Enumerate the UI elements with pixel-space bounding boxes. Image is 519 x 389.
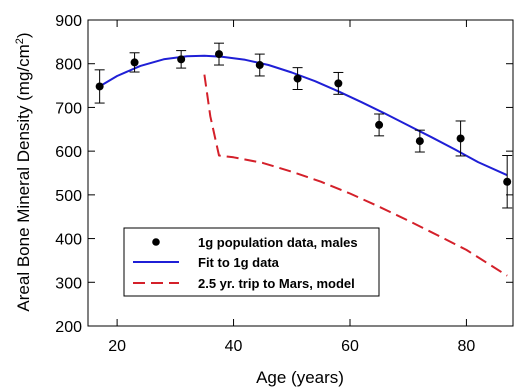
legend-label-mars: 2.5 yr. trip to Mars, model (198, 276, 355, 291)
axis-ticks (88, 19, 513, 327)
plot-frame (87, 19, 514, 327)
data-point (503, 177, 512, 186)
data-point (334, 79, 343, 88)
y-tick-label: 700 (55, 100, 82, 117)
fit-line (99, 54, 508, 177)
data-point (375, 120, 384, 129)
axis-tick-labels: 20 40 60 80 200 300 400 500 600 700 800 900 (55, 13, 475, 355)
y-axis-label-superscript: 2 (14, 38, 26, 44)
data-point (456, 134, 465, 143)
x-axis-label: Age (years) (256, 368, 344, 387)
plot-area (87, 19, 514, 327)
data-point (415, 137, 424, 146)
y-axis-label-close: ) (14, 32, 33, 38)
y-tick-label: 800 (55, 57, 82, 74)
y-tick-label: 600 (55, 144, 82, 161)
data-point (95, 82, 104, 91)
y-tick-label: 300 (55, 275, 82, 292)
series-layer (94, 42, 513, 277)
legend-label-fit: Fit to 1g data (198, 255, 280, 270)
y-axis-label-main: Areal Bone Mineral Density (mg/cm (14, 44, 33, 311)
legend: 1g population data, males Fit to 1g data… (123, 227, 380, 297)
x-tick-label: 40 (225, 338, 243, 355)
data-point (214, 50, 223, 59)
data-point (177, 55, 186, 64)
mars-model-line (203, 74, 508, 277)
legend-marker-population (152, 238, 160, 246)
data-point (255, 61, 264, 70)
x-tick-label: 60 (341, 338, 359, 355)
data-point (130, 58, 139, 67)
y-axis-label: Areal Bone Mineral Density (mg/cm2) (14, 32, 33, 311)
y-tick-label: 900 (55, 13, 82, 30)
x-tick-label: 20 (108, 338, 126, 355)
y-tick-label: 500 (55, 188, 82, 205)
legend-label-population: 1g population data, males (198, 235, 358, 250)
y-tick-label: 200 (55, 319, 82, 336)
x-tick-label: 80 (458, 338, 476, 355)
data-point (293, 74, 302, 83)
y-tick-label: 400 (55, 232, 82, 249)
